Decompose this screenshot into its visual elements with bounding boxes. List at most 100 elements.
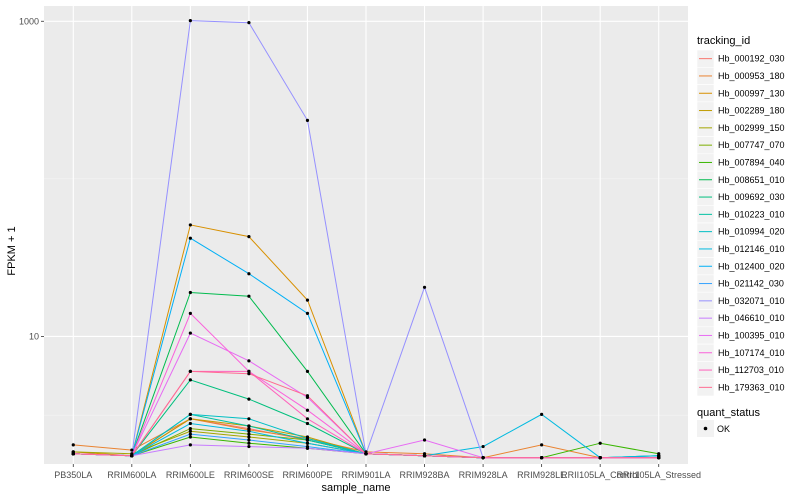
data-point bbox=[305, 421, 310, 426]
legend-label: Hb_007747_070 bbox=[718, 140, 785, 150]
data-point bbox=[247, 441, 251, 445]
legend-label: Hb_010223_010 bbox=[718, 209, 785, 219]
x-tick-label: RRIM901LA bbox=[341, 470, 390, 480]
data-point bbox=[305, 441, 310, 445]
data-point bbox=[188, 378, 192, 382]
data-point bbox=[188, 290, 192, 295]
data-point bbox=[188, 223, 192, 227]
legend-label: Hb_046610_010 bbox=[718, 313, 785, 323]
data-point bbox=[247, 234, 251, 239]
x-tick-label: RRIM928LA bbox=[459, 470, 508, 480]
legend-label: Hb_000192_030 bbox=[718, 54, 785, 64]
legend-label: Hb_000953_180 bbox=[718, 71, 785, 81]
y-axis-title: FPKM + 1 bbox=[6, 226, 18, 275]
legend-label: Hb_107174_010 bbox=[718, 348, 785, 358]
data-point bbox=[364, 452, 368, 456]
x-tick-label: RRIM600SE bbox=[224, 470, 274, 480]
data-point bbox=[247, 438, 251, 442]
data-point bbox=[422, 454, 427, 458]
legend-label: Hb_010994_020 bbox=[718, 227, 785, 237]
data-point bbox=[305, 118, 310, 122]
x-tick-label: RRII105LA_Control bbox=[561, 470, 639, 480]
x-axis-title: sample_name bbox=[321, 482, 390, 494]
legend-label: Hb_100395_010 bbox=[718, 330, 785, 340]
data-point bbox=[71, 452, 75, 456]
legend-label: Hb_002999_150 bbox=[718, 123, 785, 133]
y-tick-label: 1000 bbox=[19, 16, 39, 26]
data-point bbox=[188, 236, 192, 240]
data-point bbox=[540, 456, 544, 460]
data-point bbox=[305, 408, 310, 412]
data-point bbox=[598, 456, 602, 460]
data-point bbox=[247, 397, 251, 401]
data-points bbox=[71, 18, 661, 460]
data-point bbox=[188, 417, 192, 421]
legend-label: Hb_179363_010 bbox=[718, 382, 785, 392]
data-point bbox=[540, 412, 544, 416]
data-point bbox=[188, 18, 192, 23]
data-point bbox=[188, 443, 192, 447]
data-point bbox=[247, 359, 251, 363]
legend-label: Hb_007894_040 bbox=[718, 157, 785, 167]
data-point bbox=[247, 444, 251, 449]
x-tick-label: RRIM600LE bbox=[166, 470, 215, 480]
data-point bbox=[422, 438, 427, 442]
data-point bbox=[247, 432, 251, 436]
data-point bbox=[481, 444, 485, 449]
data-point bbox=[247, 294, 251, 298]
data-point bbox=[422, 285, 427, 289]
shape-legend-title: quant_status bbox=[697, 407, 760, 419]
data-point bbox=[188, 412, 192, 416]
data-point bbox=[130, 454, 134, 458]
data-point bbox=[130, 448, 134, 452]
data-point bbox=[188, 432, 192, 436]
data-point bbox=[247, 21, 251, 25]
shape-legend-point bbox=[703, 426, 708, 431]
data-point bbox=[188, 311, 192, 315]
legend-label: Hb_000997_130 bbox=[718, 88, 785, 98]
data-point bbox=[188, 331, 192, 335]
data-point bbox=[71, 443, 75, 447]
data-point bbox=[247, 435, 251, 439]
data-point bbox=[305, 394, 310, 398]
data-point bbox=[305, 446, 310, 450]
x-tick-label: PB350LA bbox=[54, 470, 92, 480]
axes: 10 1000 PB350LA RRIM600LA RRIM600LE RRIM600SE… bbox=[19, 16, 701, 480]
legend: tracking_id quant_status OK Hb_000192_03… bbox=[696, 35, 785, 437]
data-point bbox=[305, 369, 310, 373]
data-point bbox=[247, 369, 251, 373]
data-point bbox=[247, 424, 251, 428]
data-point bbox=[540, 443, 544, 447]
data-point bbox=[305, 417, 310, 421]
x-tick-label: RRII105LA_Stressed bbox=[616, 470, 701, 480]
legend-label: Hb_012400_020 bbox=[718, 261, 785, 271]
data-point bbox=[188, 435, 192, 439]
legend-label: Hb_008651_010 bbox=[718, 175, 785, 185]
data-point bbox=[305, 298, 310, 302]
data-point bbox=[188, 429, 192, 433]
legend-label: Hb_012146_010 bbox=[718, 244, 785, 254]
data-point bbox=[247, 372, 251, 376]
data-point bbox=[305, 436, 310, 441]
data-point bbox=[188, 427, 192, 431]
x-tick-label: RRIM600PE bbox=[282, 470, 332, 480]
legend-title: tracking_id bbox=[697, 35, 750, 47]
data-point bbox=[247, 417, 251, 421]
x-tick-label: RRIM928LE bbox=[517, 470, 566, 480]
data-point bbox=[305, 311, 310, 315]
data-point bbox=[481, 456, 485, 460]
legend-label: Hb_009692_030 bbox=[718, 192, 785, 202]
legend-label: Hb_032071_010 bbox=[718, 296, 785, 306]
data-point bbox=[247, 272, 251, 276]
legend-label: Hb_021142_030 bbox=[718, 279, 784, 289]
data-point bbox=[188, 369, 192, 373]
shape-legend-label: OK bbox=[717, 424, 730, 434]
grid-lines bbox=[44, 6, 688, 464]
legend-label: Hb_112703_010 bbox=[718, 365, 784, 375]
data-point bbox=[247, 429, 251, 433]
data-point bbox=[598, 441, 602, 445]
y-tick-label: 10 bbox=[29, 331, 39, 341]
data-point bbox=[188, 421, 192, 426]
legend-label: Hb_002289_180 bbox=[718, 106, 785, 116]
